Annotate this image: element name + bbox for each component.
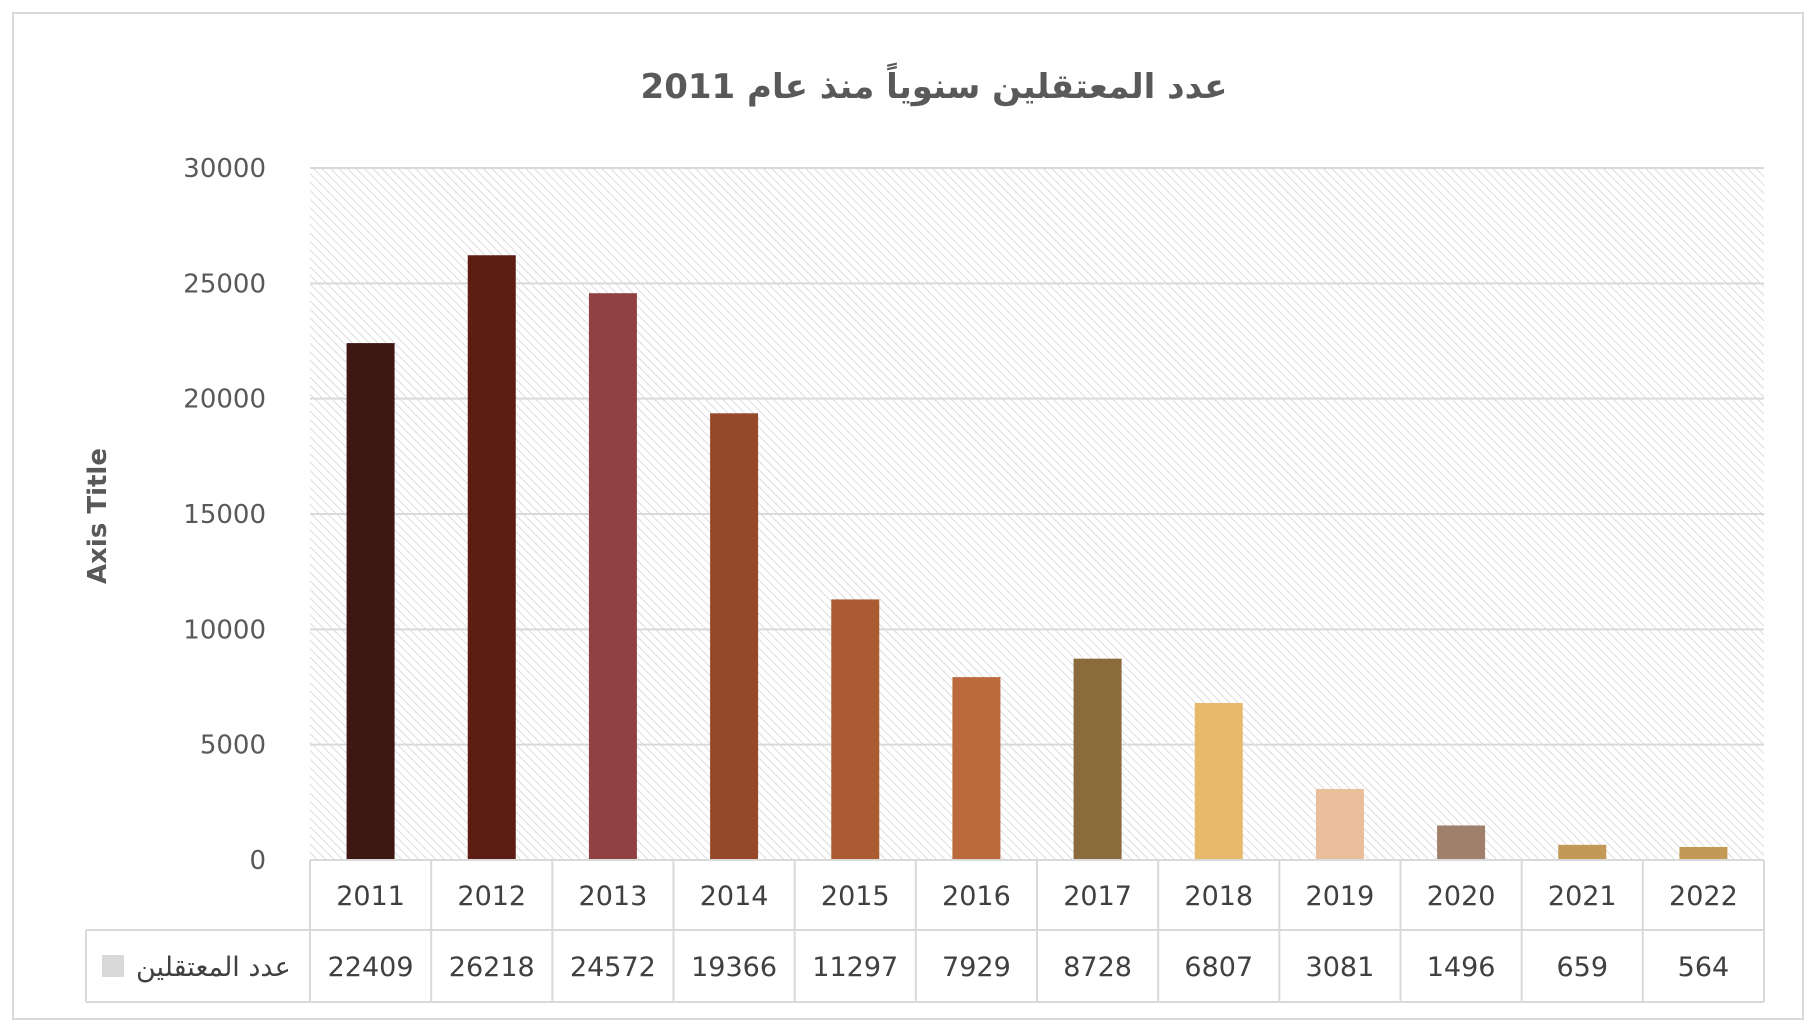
chart-title: عدد المعتقلين سنوياً منذ عام 2011 [641, 62, 1228, 107]
bar-2021 [1558, 844, 1607, 860]
bar-2020 [1437, 825, 1486, 860]
y-axis-title: Axis Title [83, 448, 113, 584]
y-tick-label: 5000 [200, 731, 266, 761]
data-table: 2011 22409 2012 26218 2013 24572 2014 19366 2015… [85, 859, 1765, 1003]
data-value-label: 11297 [812, 952, 898, 983]
x-tick-label: 2017 [1063, 881, 1132, 912]
data-value-label: 1496 [1427, 952, 1496, 983]
y-tick-label: 15000 [183, 500, 266, 530]
bar-2011 [346, 343, 395, 860]
data-value-label: 659 [1556, 952, 1608, 983]
bar-2013 [588, 293, 637, 860]
y-tick-label: 25000 [183, 269, 266, 299]
x-tick-label: 2022 [1669, 881, 1738, 912]
data-value-label: 24572 [570, 952, 656, 983]
bar-2015 [831, 599, 880, 860]
y-tick-label: 30000 [183, 154, 266, 184]
y-tick-label: 20000 [183, 385, 266, 415]
data-value-label: 564 [1678, 952, 1730, 983]
data-value-label: 8728 [1063, 952, 1132, 983]
bars [346, 255, 1728, 860]
bar-2016 [952, 677, 1001, 860]
chart-frame: عدد المعتقلين سنوياً منذ عام 2011 Axis T… [12, 12, 1804, 1020]
data-value-label: 26218 [449, 952, 535, 983]
bar-2014 [710, 413, 759, 860]
x-tick-label: 2011 [336, 881, 405, 912]
x-tick-label: 2012 [457, 881, 526, 912]
bar-2022 [1679, 846, 1728, 860]
x-tick-label: 2021 [1548, 881, 1617, 912]
data-value-label: 6807 [1184, 952, 1253, 983]
x-tick-label: 2014 [700, 881, 769, 912]
data-value-label: 3081 [1306, 952, 1375, 983]
bar-chart: عدد المعتقلين سنوياً منذ عام 2011 Axis T… [83, 62, 1765, 1003]
x-tick-label: 2018 [1184, 881, 1253, 912]
legend-key [102, 955, 124, 977]
bar-2019 [1315, 788, 1364, 860]
y-tick-label: 0 [249, 846, 266, 876]
x-tick-label: 2013 [579, 881, 648, 912]
data-value-label: 22409 [328, 952, 414, 983]
bar-2012 [467, 255, 516, 860]
data-value-label: 7929 [942, 952, 1011, 983]
x-tick-label: 2016 [942, 881, 1011, 912]
x-tick-label: 2015 [821, 881, 890, 912]
bar-2017 [1073, 658, 1122, 860]
y-tick-label: 10000 [183, 615, 266, 645]
series-name-label: عدد المعتقلين [136, 952, 291, 983]
data-value-label: 19366 [691, 952, 777, 983]
x-tick-label: 2020 [1427, 881, 1496, 912]
x-tick-label: 2019 [1306, 881, 1375, 912]
bar-2018 [1194, 702, 1243, 860]
y-axis-ticks: 0 5000 10000 15000 20000 25000 30000 [183, 154, 266, 876]
